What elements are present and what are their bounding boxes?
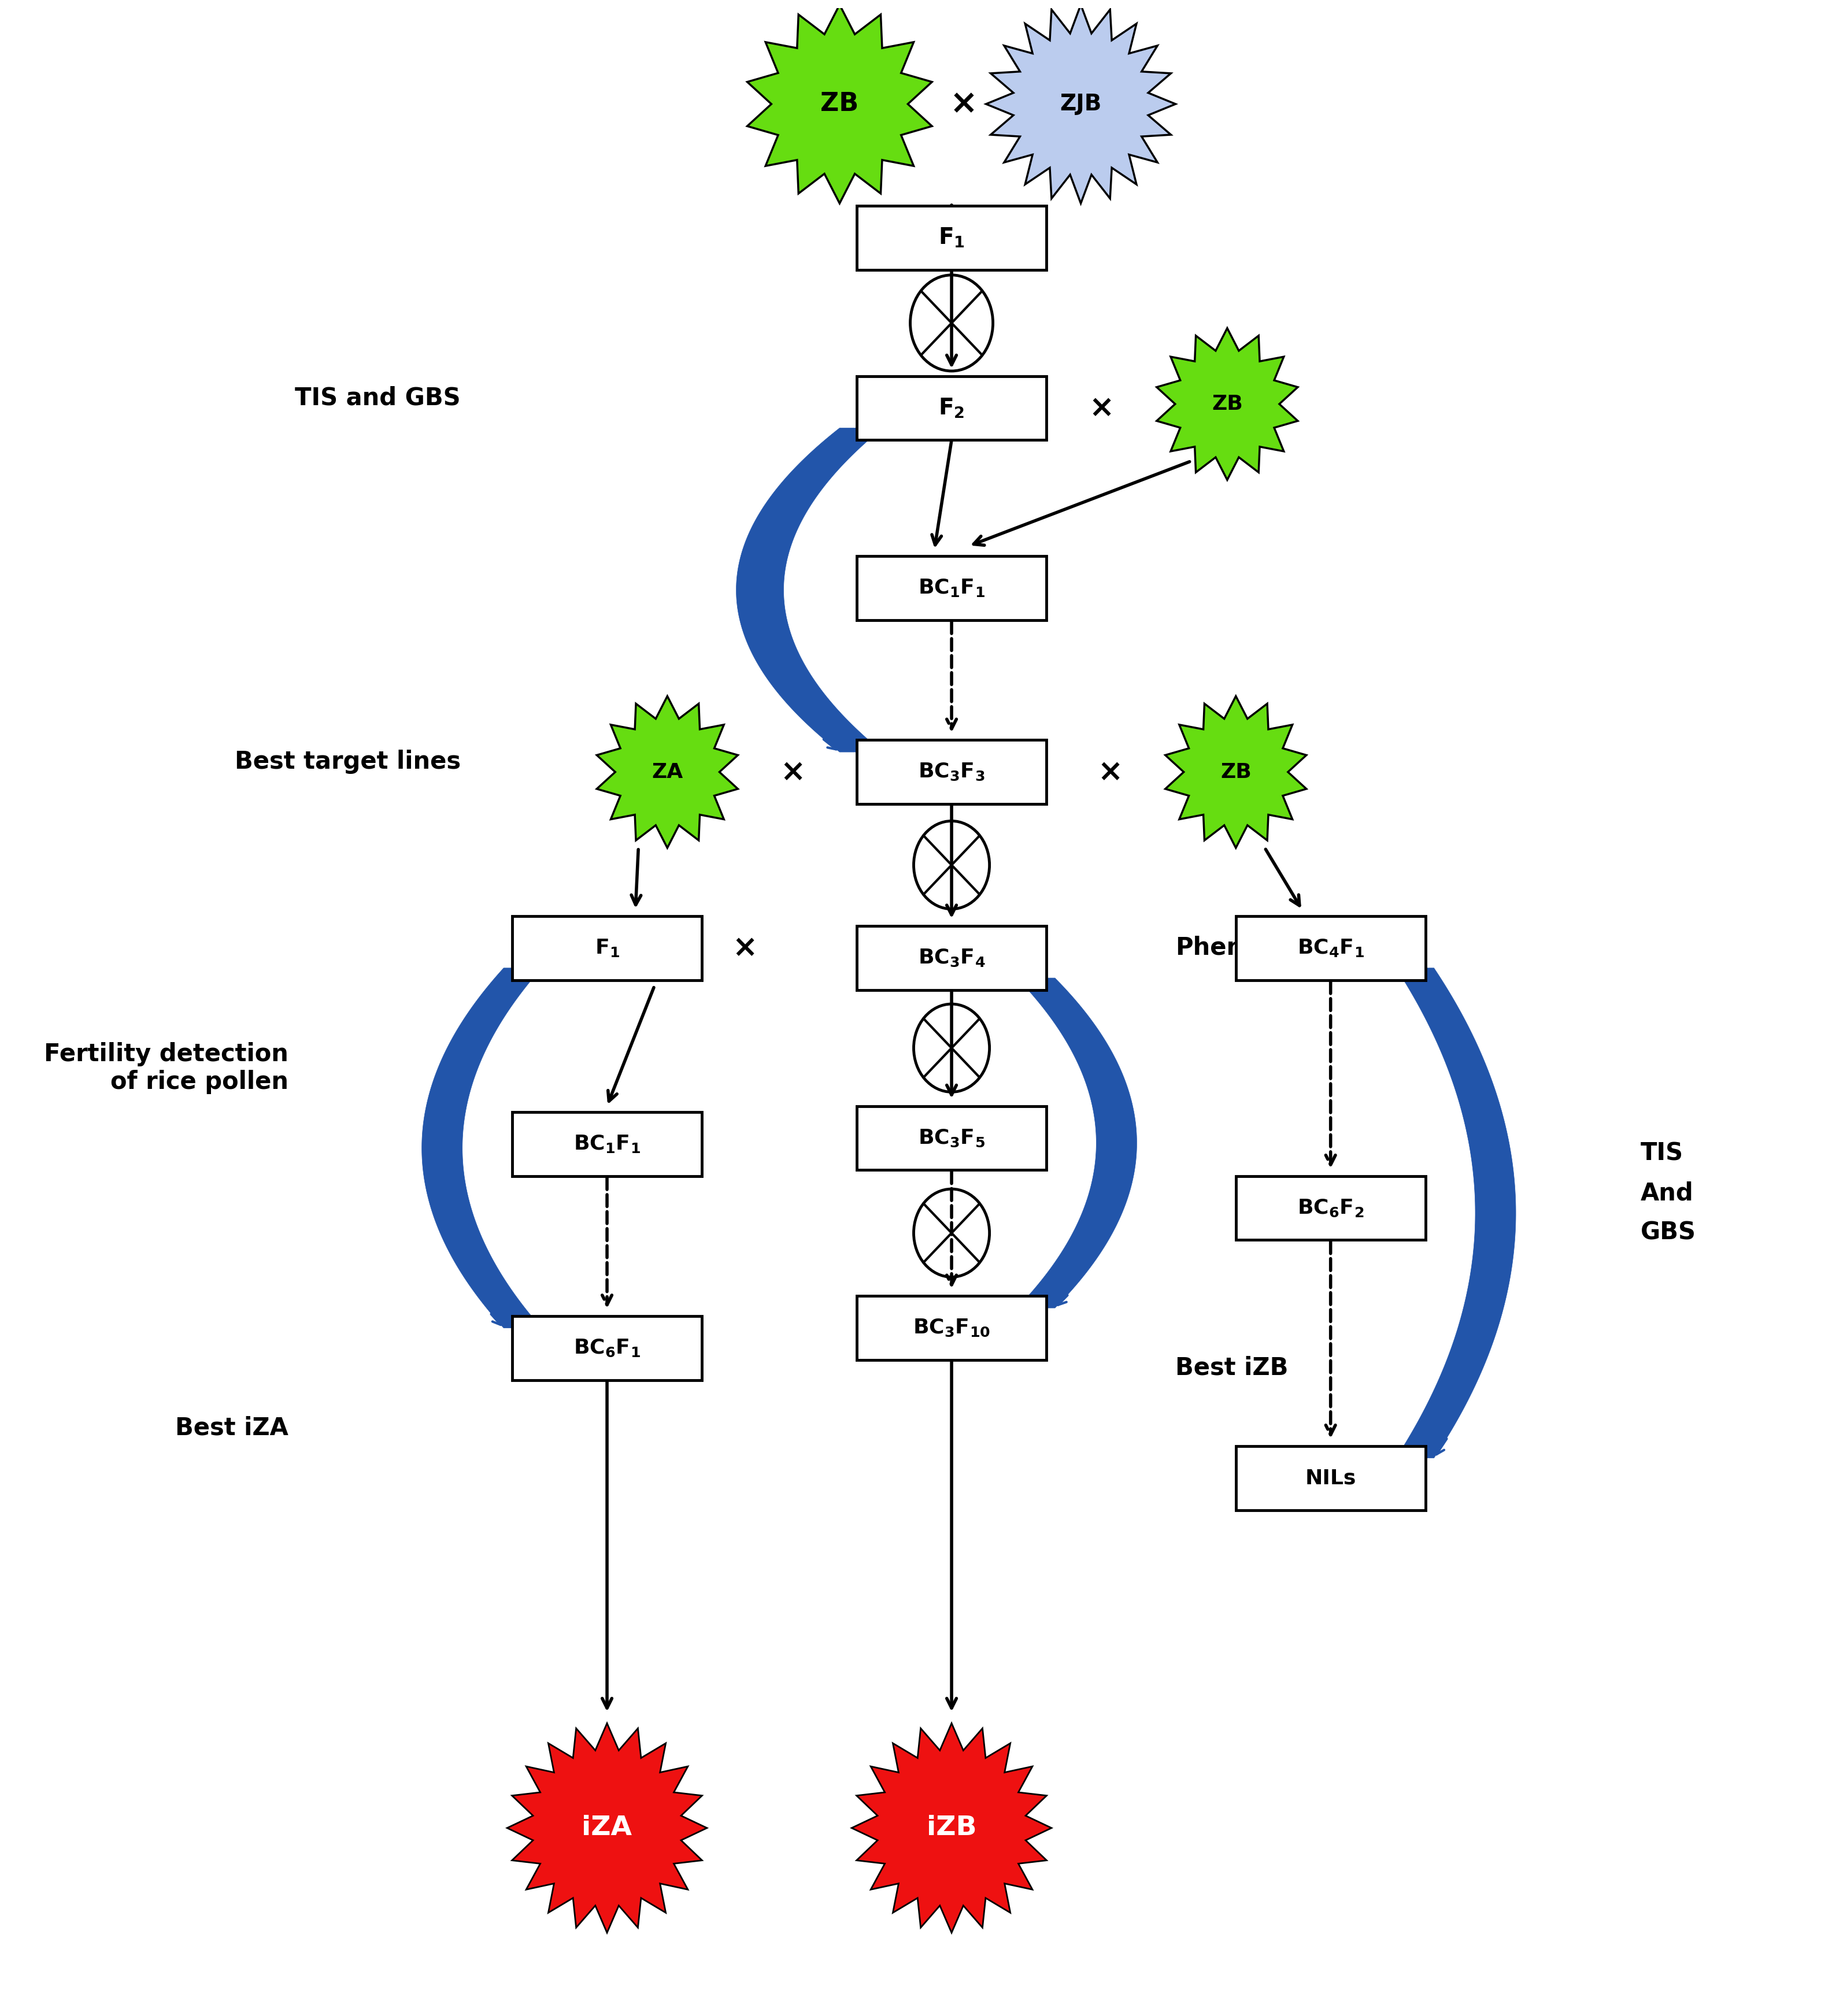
Text: iZA: iZA bbox=[583, 1814, 632, 1841]
Bar bbox=[858, 206, 1047, 270]
Text: $\mathbf{BC_3F_3}$: $\mathbf{BC_3F_3}$ bbox=[918, 762, 985, 782]
Polygon shape bbox=[1165, 696, 1306, 849]
Bar bbox=[858, 556, 1047, 621]
Text: $\mathbf{F_1}$: $\mathbf{F_1}$ bbox=[938, 226, 965, 250]
Text: $\mathbf{F_2}$: $\mathbf{F_2}$ bbox=[938, 397, 965, 419]
Bar bbox=[512, 1113, 701, 1175]
Text: Best iZB: Best iZB bbox=[1176, 1357, 1289, 1381]
Bar bbox=[858, 377, 1047, 439]
Bar bbox=[858, 925, 1047, 990]
Text: NILs: NILs bbox=[1306, 1468, 1357, 1488]
Text: Phenotyping: Phenotyping bbox=[1176, 935, 1348, 960]
Text: $\mathbf{BC_3F_5}$: $\mathbf{BC_3F_5}$ bbox=[918, 1127, 985, 1149]
Bar bbox=[1236, 915, 1426, 980]
Bar bbox=[858, 1296, 1047, 1361]
Text: ×: × bbox=[949, 87, 978, 121]
Polygon shape bbox=[736, 427, 883, 752]
Polygon shape bbox=[1397, 968, 1515, 1458]
Text: TIS and GBS: TIS and GBS bbox=[295, 385, 461, 409]
Text: $\mathbf{BC_1F_1}$: $\mathbf{BC_1F_1}$ bbox=[574, 1133, 641, 1155]
Bar bbox=[1236, 1175, 1426, 1240]
Text: $\mathbf{BC_4F_1}$: $\mathbf{BC_4F_1}$ bbox=[1297, 937, 1364, 958]
Text: $\mathbf{BC_6F_2}$: $\mathbf{BC_6F_2}$ bbox=[1297, 1198, 1364, 1218]
Text: ×: × bbox=[732, 933, 758, 964]
Text: ZA: ZA bbox=[652, 762, 683, 782]
Text: Best target lines: Best target lines bbox=[235, 750, 461, 774]
Bar bbox=[858, 740, 1047, 804]
Text: $\mathbf{F_1}$: $\mathbf{F_1}$ bbox=[595, 937, 619, 958]
Bar bbox=[858, 1107, 1047, 1169]
Text: ZB: ZB bbox=[1220, 762, 1251, 782]
Text: TIS
And
GBS: TIS And GBS bbox=[1641, 1141, 1695, 1244]
Text: ×: × bbox=[1089, 393, 1114, 423]
Polygon shape bbox=[852, 1724, 1051, 1933]
Polygon shape bbox=[597, 696, 738, 849]
Text: ZB: ZB bbox=[821, 91, 860, 117]
Text: iZB: iZB bbox=[927, 1814, 976, 1841]
Text: ZJB: ZJB bbox=[1060, 93, 1102, 115]
Polygon shape bbox=[422, 968, 541, 1329]
Polygon shape bbox=[985, 4, 1176, 204]
Text: ZB: ZB bbox=[1211, 395, 1242, 413]
Text: ×: × bbox=[779, 756, 807, 786]
Bar bbox=[1236, 1445, 1426, 1510]
Polygon shape bbox=[747, 4, 932, 204]
Bar bbox=[512, 1316, 701, 1381]
Text: $\mathbf{BC_1F_1}$: $\mathbf{BC_1F_1}$ bbox=[918, 579, 985, 599]
Text: $\mathbf{BC_3F_4}$: $\mathbf{BC_3F_4}$ bbox=[918, 948, 985, 968]
Text: $\mathbf{BC_6F_1}$: $\mathbf{BC_6F_1}$ bbox=[574, 1339, 641, 1359]
Text: Best iZA: Best iZA bbox=[175, 1415, 288, 1439]
Polygon shape bbox=[1018, 978, 1136, 1308]
Text: $\mathbf{BC_3F_{10}}$: $\mathbf{BC_3F_{10}}$ bbox=[912, 1318, 991, 1339]
Text: Fertility detection
of rice pollen: Fertility detection of rice pollen bbox=[44, 1042, 288, 1095]
Text: ×: × bbox=[1098, 756, 1124, 786]
Bar bbox=[512, 915, 701, 980]
Polygon shape bbox=[1156, 329, 1298, 480]
Polygon shape bbox=[506, 1724, 707, 1933]
